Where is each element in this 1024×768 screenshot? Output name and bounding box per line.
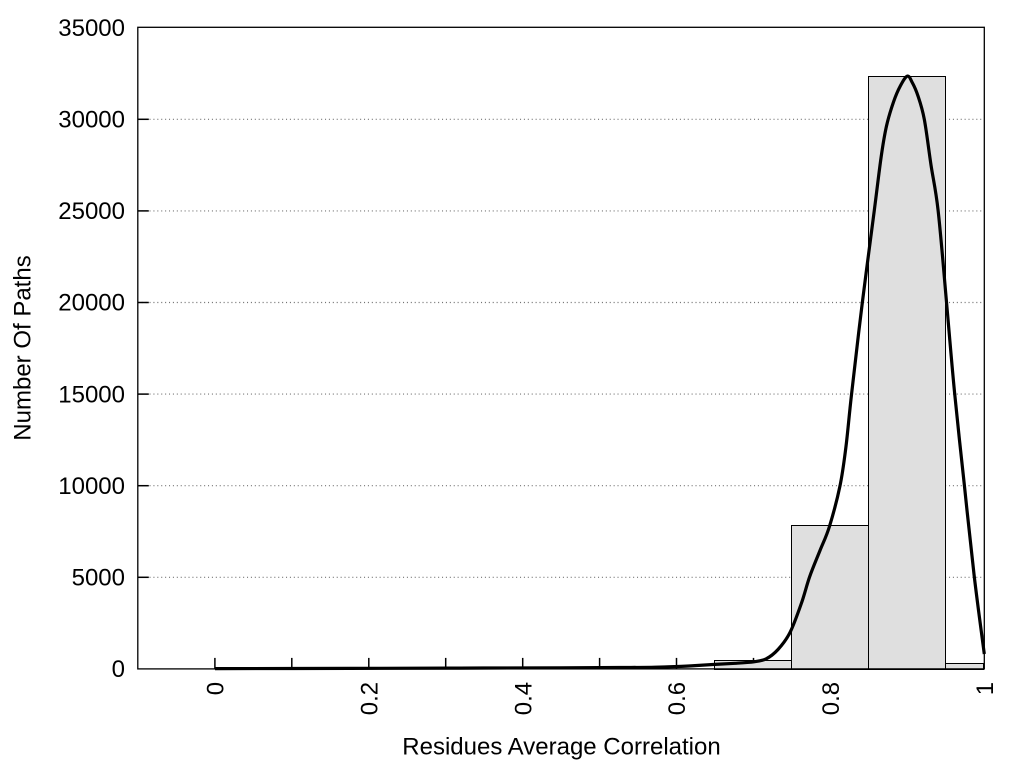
svg-text:10000: 10000 (58, 473, 125, 500)
svg-text:Residues Average Correlation: Residues Average Correlation (402, 733, 720, 760)
svg-text:0.2: 0.2 (356, 682, 383, 715)
svg-text:1: 1 (972, 682, 999, 695)
svg-text:0.6: 0.6 (664, 682, 691, 715)
svg-text:0.8: 0.8 (818, 682, 845, 715)
svg-text:Number Of Paths: Number Of Paths (10, 255, 37, 440)
svg-text:30000: 30000 (58, 107, 125, 134)
svg-text:35000: 35000 (58, 15, 125, 42)
svg-text:5000: 5000 (72, 565, 125, 592)
svg-text:0: 0 (203, 682, 230, 695)
svg-text:15000: 15000 (58, 381, 125, 408)
svg-text:0: 0 (112, 656, 125, 683)
svg-text:25000: 25000 (58, 198, 125, 225)
svg-text:0.4: 0.4 (510, 682, 537, 715)
svg-text:20000: 20000 (58, 290, 125, 317)
